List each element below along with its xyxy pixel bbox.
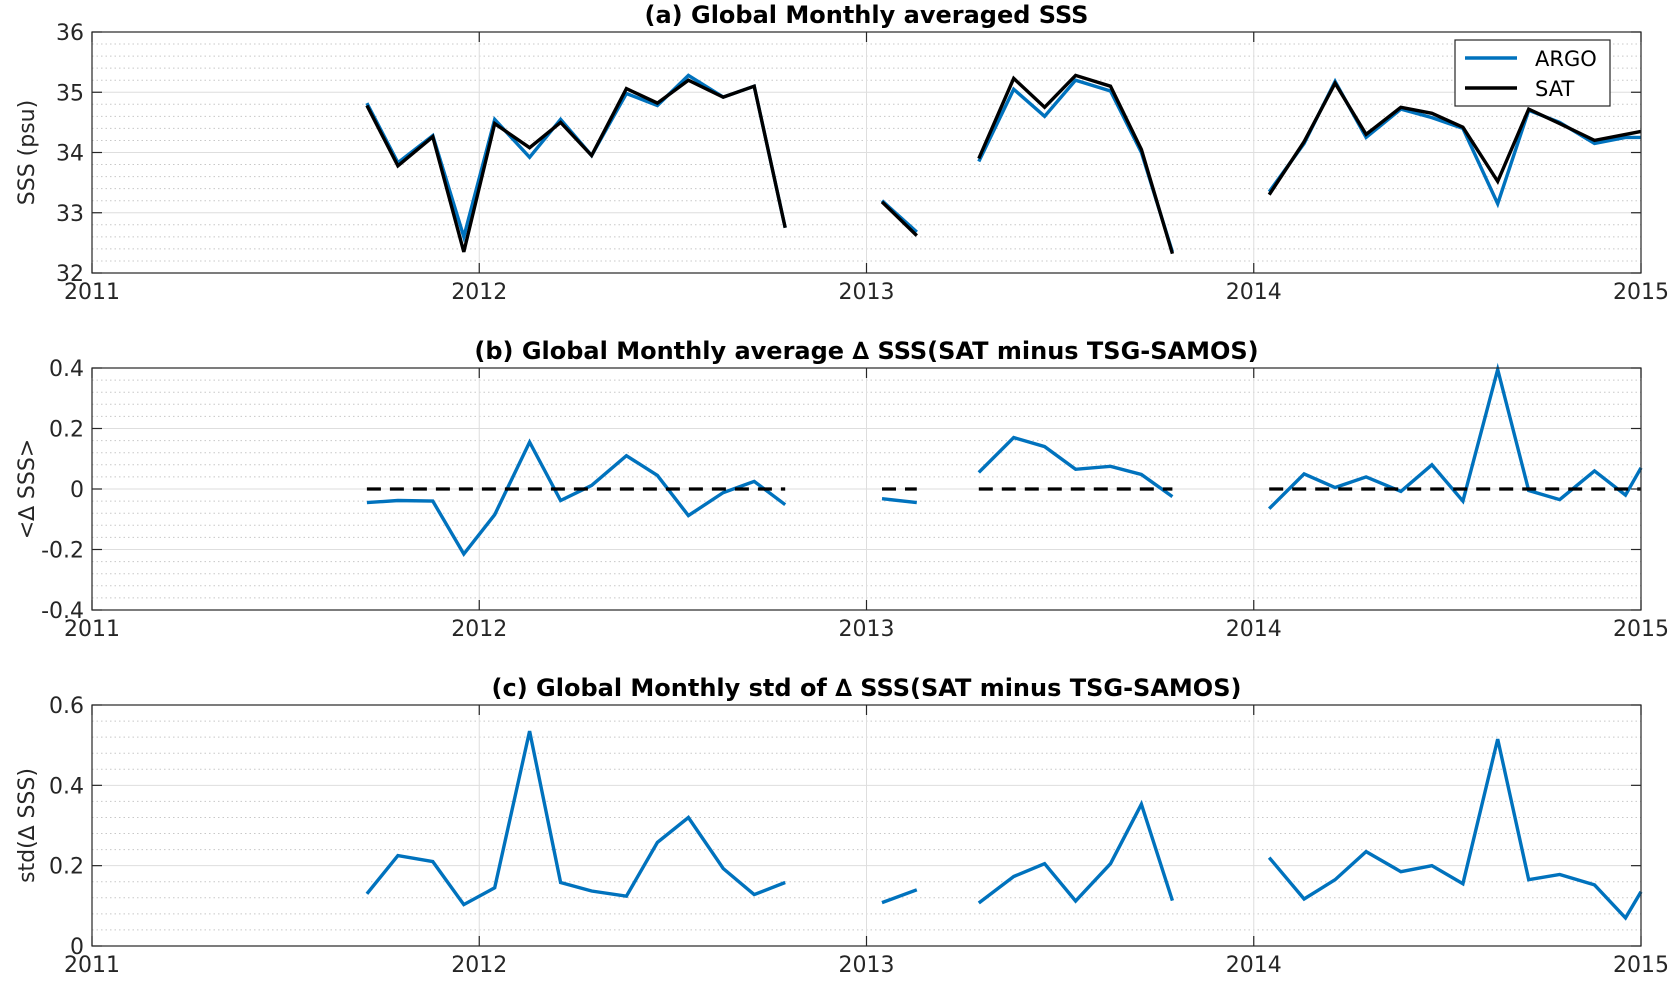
series-line-segment bbox=[977, 73, 1175, 255]
legend-box bbox=[1454, 39, 1611, 107]
y-tick-label: 35 bbox=[56, 81, 84, 106]
y-tick-label: 34 bbox=[56, 142, 84, 167]
series-line-segment bbox=[365, 730, 786, 907]
series-delta-sss bbox=[365, 730, 1643, 921]
series-line-segment bbox=[1267, 79, 1642, 196]
x-tick-label: 2014 bbox=[1226, 617, 1282, 642]
x-tick-label: 2012 bbox=[451, 953, 507, 978]
x-tick-label: 2013 bbox=[839, 617, 895, 642]
x-tick-label: 2011 bbox=[64, 280, 120, 305]
x-tick-label: 2012 bbox=[451, 617, 507, 642]
ticks: 2011 2012 2013 2014 2015 0 0.2 0.4 0.6 bbox=[49, 694, 1669, 978]
y-tick-label: -0.4 bbox=[41, 599, 84, 624]
x-tick-label: 2013 bbox=[839, 280, 895, 305]
series-line-segment bbox=[880, 200, 918, 237]
y-tick-label: 0.6 bbox=[49, 694, 84, 719]
x-tick-label: 2014 bbox=[1226, 953, 1282, 978]
panel-title: (a) Global Monthly averaged SSS bbox=[645, 1, 1089, 29]
panel-c: 2011 2012 2013 2014 2015 0 0.2 0.4 0.6 (c) Global… bbox=[15, 674, 1669, 978]
legend-label-sat: SAT bbox=[1535, 77, 1574, 101]
series-line-segment bbox=[366, 438, 787, 558]
series-line-segment bbox=[1267, 362, 1643, 510]
y-tick-label: -0.2 bbox=[41, 539, 84, 564]
x-tick-label: 2015 bbox=[1613, 617, 1669, 642]
x-tick-label: 2013 bbox=[839, 953, 895, 978]
y-tick-label: 0.4 bbox=[49, 357, 84, 382]
panel-b: 2011 2012 2013 2014 2015 -0.4 -0.2 0 0.2 0.4 (b) G… bbox=[15, 337, 1669, 642]
series-line-segment bbox=[977, 435, 1174, 498]
y-tick-label: 0.2 bbox=[49, 418, 84, 443]
legend: ARGO SAT bbox=[1454, 39, 1611, 107]
x-tick-label: 2011 bbox=[64, 953, 120, 978]
y-tick-label: 36 bbox=[56, 21, 84, 46]
series-delta-sss bbox=[366, 362, 1643, 558]
series-line-segment bbox=[881, 888, 918, 905]
x-tick-label: 2011 bbox=[64, 617, 120, 642]
y-axis-label: <∆ SSS> bbox=[15, 439, 40, 539]
x-tick-label: 2014 bbox=[1226, 280, 1282, 305]
series-sat bbox=[365, 73, 1642, 255]
x-tick-label: 2015 bbox=[1613, 280, 1669, 305]
y-tick-label: 32 bbox=[56, 262, 84, 287]
y-axis-label: std(∆ SSS) bbox=[15, 768, 40, 883]
legend-label-argo: ARGO bbox=[1535, 47, 1597, 71]
panel-a: 2011 2012 2013 2014 2015 32 33 34 35 36 (a) Global… bbox=[15, 1, 1669, 305]
x-tick-label: 2012 bbox=[451, 280, 507, 305]
y-tick-label: 0 bbox=[70, 935, 84, 960]
y-tick-label: 0.2 bbox=[49, 855, 84, 880]
series-line-segment bbox=[365, 78, 787, 253]
series-line-segment bbox=[881, 497, 917, 505]
y-tick-label: 0.4 bbox=[49, 774, 84, 799]
y-tick-label: 33 bbox=[56, 202, 84, 227]
y-tick-label: 0 bbox=[70, 478, 84, 503]
x-tick-label: 2015 bbox=[1613, 953, 1669, 978]
series-line-segment bbox=[1267, 738, 1643, 921]
y-axis-label: SSS (psu) bbox=[15, 100, 40, 205]
ticks: 2011 2012 2013 2014 2015 -0.4 -0.2 0 0.2 0.4 bbox=[41, 357, 1669, 642]
series-line-segment bbox=[977, 799, 1175, 905]
panel-title: (c) Global Monthly std of ∆ SSS(SAT minu… bbox=[492, 674, 1242, 702]
panel-title: (b) Global Monthly average ∆ SSS(SAT min… bbox=[474, 337, 1258, 365]
ticks: 2011 2012 2013 2014 2015 32 33 34 35 36 bbox=[56, 21, 1669, 305]
